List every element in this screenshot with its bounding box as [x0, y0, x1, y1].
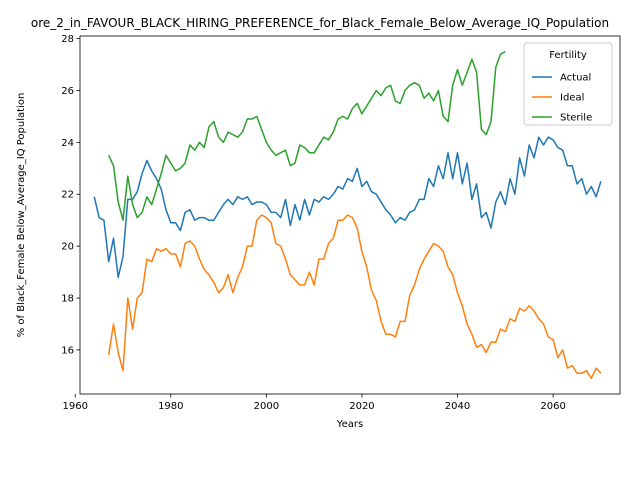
y-tick-label: 26 — [61, 86, 74, 97]
y-tick-label: 22 — [61, 190, 74, 201]
series-line-actual — [93, 136, 602, 279]
y-tick-label: 18 — [61, 294, 74, 305]
y-axis-label: % of Black_Female Below_Average_IQ Popul… — [16, 93, 27, 338]
x-tick-label: 2000 — [254, 401, 279, 412]
plot-area — [93, 50, 602, 380]
y-tick-label: 20 — [61, 242, 74, 253]
chart-title: ore_2_in_FAVOUR_BLACK_HIRING_PREFERENCE_… — [31, 16, 609, 30]
y-axis: 16 18 20 22 24 26 28 — [61, 34, 80, 356]
x-tick-label: 2020 — [349, 401, 374, 412]
legend-title: Fertility — [549, 50, 587, 61]
axes-frame — [79, 35, 621, 395]
y-tick-label: 24 — [61, 138, 74, 149]
x-axis: 1960 1980 2000 2020 2040 2060 — [62, 394, 566, 412]
x-tick-label: 2040 — [445, 401, 470, 412]
x-tick-label: 1980 — [158, 401, 183, 412]
legend: Fertility Actual Ideal Sterile — [523, 42, 613, 126]
series-line-ideal — [107, 214, 602, 380]
x-axis-label: Years — [336, 419, 363, 430]
x-tick-label: 1960 — [62, 401, 87, 412]
series-line-sterile — [108, 50, 506, 221]
y-tick-label: 28 — [61, 34, 74, 45]
legend-box — [523, 42, 613, 126]
y-tick-label: 16 — [61, 345, 74, 356]
legend-label-actual: Actual — [560, 73, 591, 84]
legend-label-sterile: Sterile — [560, 113, 592, 124]
legend-label-ideal: Ideal — [560, 93, 584, 104]
x-tick-label: 2060 — [540, 401, 565, 412]
